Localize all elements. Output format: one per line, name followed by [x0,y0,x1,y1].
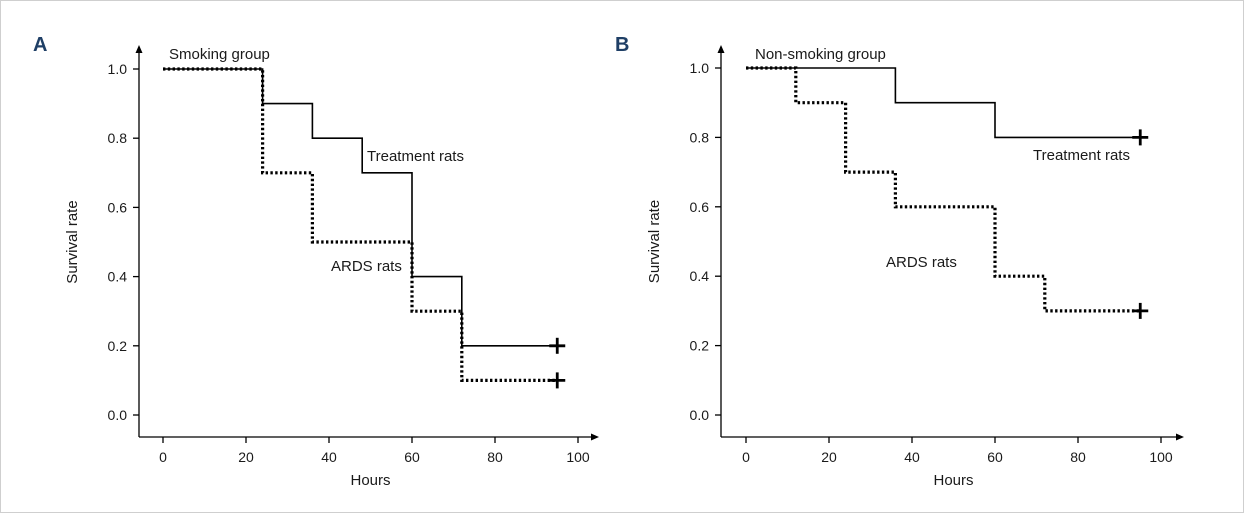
y-axis-label: Survival rate [646,200,663,283]
y-tick-label: 0.6 [690,199,710,215]
x-tick-label: 40 [321,449,337,465]
series-line-treatment [746,67,1141,139]
x-tick-label: 0 [159,449,167,465]
y-tick-label: 1.0 [108,61,128,77]
y-axis-arrow [135,45,143,53]
series-label: ARDS rats [331,258,402,275]
x-axis-arrow [1176,433,1184,441]
chart-title: Smoking group [169,46,270,63]
x-tick-label: 20 [821,449,837,465]
y-tick-label: 0.8 [690,129,710,145]
series-label: Treatment rats [1033,147,1130,164]
panel-letter: B [615,34,629,56]
x-tick-label: 60 [404,449,420,465]
x-tick-label: 100 [1149,449,1173,465]
y-tick-label: 0.0 [690,407,710,423]
x-tick-label: 80 [487,449,503,465]
x-tick-label: 40 [904,449,920,465]
series-line-ards [163,67,558,382]
panel-letter: A [33,34,47,56]
x-tick-label: 80 [1070,449,1086,465]
series-line-treatment [163,68,558,347]
y-tick-label: 0.8 [108,130,128,146]
y-tick-label: 0.2 [108,338,128,354]
y-tick-label: 1.0 [690,60,710,76]
x-tick-label: 100 [566,449,590,465]
series-line-ards [746,66,1141,313]
x-axis-arrow [591,433,599,441]
x-axis-label: Hours [350,472,390,489]
series-label: ARDS rats [886,254,957,271]
y-tick-label: 0.2 [690,338,710,354]
y-axis-label: Survival rate [64,200,81,283]
y-tick-label: 0.6 [108,199,128,215]
series-label: Treatment rats [367,148,464,165]
chart-panel-a: A Smoking group 0.0 0.2 0.4 0.6 0.8 1.0 0 20 40 60 8… [33,34,599,489]
y-tick-label: 0.0 [108,407,128,423]
y-tick-label: 0.4 [108,269,128,285]
x-tick-label: 0 [742,449,750,465]
chart-title: Non-smoking group [755,46,886,63]
chart-panel-b: B Non-smoking group 0.0 0.2 0.4 0.6 0.8 1.0 0 20 4… [615,34,1184,489]
x-axis-label: Hours [933,472,973,489]
y-tick-label: 0.4 [690,268,710,284]
x-tick-label: 60 [987,449,1003,465]
y-axis-arrow [717,45,725,53]
x-tick-label: 20 [238,449,254,465]
